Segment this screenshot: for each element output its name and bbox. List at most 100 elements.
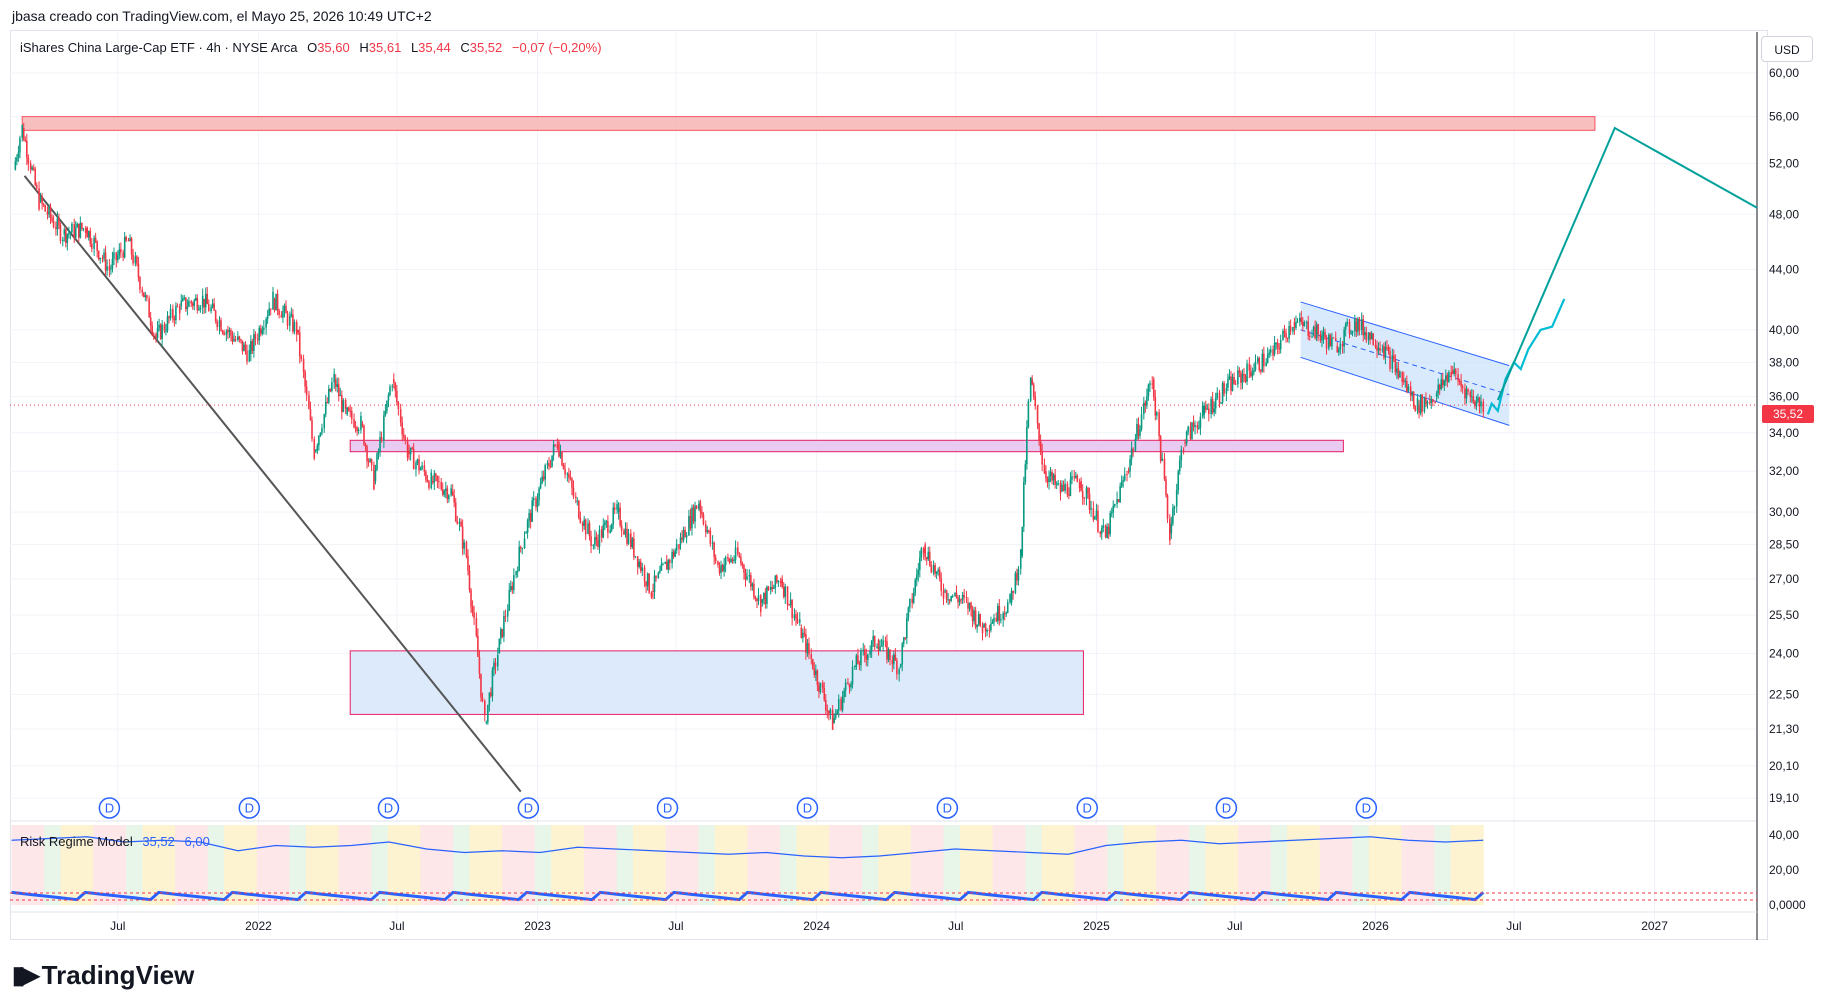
candle-body	[35, 184, 38, 189]
candle-body	[300, 355, 303, 360]
candle-body	[1149, 383, 1151, 385]
regime-band	[1303, 825, 1321, 905]
high-value: 35,61	[368, 40, 402, 55]
candle-body	[795, 614, 797, 619]
candle-body	[1460, 381, 1462, 387]
candle-body	[1288, 325, 1290, 339]
candle-body	[347, 407, 350, 411]
candle-body	[552, 444, 555, 456]
candle-body	[674, 550, 676, 557]
candle-body	[475, 618, 478, 636]
candle-body	[1152, 379, 1155, 397]
candle-body	[1182, 449, 1185, 451]
candle-body	[571, 478, 573, 488]
candle-body	[526, 520, 529, 533]
candle-body	[763, 592, 765, 600]
candle-body	[1370, 333, 1373, 340]
regime-band	[976, 825, 994, 905]
candle-body	[487, 704, 489, 723]
candle-body	[993, 617, 995, 623]
tradingview-logo[interactable]: ▮▶ TradingView	[12, 960, 194, 991]
time-tick-label: 2024	[803, 919, 830, 933]
candle-body	[66, 234, 69, 243]
candle-body	[113, 252, 115, 259]
candle-body	[218, 320, 221, 328]
candle-body	[986, 629, 988, 632]
regime-band	[780, 825, 797, 905]
candle-body	[136, 256, 138, 264]
candle-body	[233, 339, 235, 342]
candle-body	[1273, 342, 1276, 355]
candle-body	[473, 612, 475, 619]
candle-body	[872, 636, 874, 642]
candle-body	[511, 586, 514, 591]
candle-body	[727, 557, 729, 559]
candle-body	[1379, 348, 1381, 351]
candle-body	[331, 382, 333, 392]
candle-body	[493, 662, 495, 670]
candle-body	[1346, 321, 1349, 324]
candle-body	[1038, 423, 1040, 442]
candle-body	[1472, 396, 1475, 403]
candle-body	[863, 649, 866, 656]
candle-body	[214, 310, 217, 322]
candle-body	[756, 598, 758, 602]
resistance-zone	[21, 116, 1596, 131]
candle-body	[882, 640, 884, 646]
candle-body	[1140, 414, 1143, 430]
regime-band	[632, 825, 650, 905]
candle-body	[78, 223, 80, 238]
candle-body	[1305, 321, 1308, 323]
currency-button[interactable]: USD	[1761, 36, 1813, 62]
dividend-marker-label: D	[1362, 801, 1371, 816]
candle-body	[91, 243, 93, 249]
candle-body	[990, 623, 992, 631]
candle-body	[960, 599, 962, 601]
support-zone	[349, 650, 1084, 715]
candle-body	[974, 610, 977, 628]
candle-body	[1064, 483, 1066, 491]
candle-body	[1184, 442, 1186, 444]
dividend-marker	[1355, 797, 1378, 819]
candle-body	[1365, 332, 1368, 341]
regime-band	[1270, 825, 1288, 905]
candle-body	[504, 616, 507, 618]
candle-body	[146, 295, 148, 299]
candle-body	[268, 308, 270, 316]
candle-body	[951, 595, 954, 597]
price-tick-label: 48,00	[1769, 207, 1799, 221]
candle-body	[467, 555, 469, 571]
candle-body	[650, 592, 653, 598]
candle-body	[907, 607, 910, 618]
candle-body	[1109, 513, 1111, 535]
candle-body	[894, 654, 897, 661]
candle-body	[188, 301, 190, 307]
candle-body	[1469, 391, 1472, 397]
candle-body	[901, 643, 904, 665]
candle-body	[433, 473, 436, 483]
indicator-tick-label: 0,0000	[1769, 898, 1806, 912]
candle-body	[1122, 480, 1124, 482]
candle-body	[544, 464, 546, 480]
candle-body	[1292, 327, 1294, 332]
regime-band	[1466, 825, 1484, 905]
candle-body	[1099, 531, 1102, 534]
close-label: C	[460, 40, 470, 55]
candle-body	[772, 587, 775, 589]
candle-body	[659, 570, 661, 573]
candle-body	[970, 602, 972, 610]
candle-body	[27, 157, 30, 164]
candle-body	[958, 599, 961, 603]
candle-body	[248, 350, 251, 362]
candle-body	[1027, 400, 1030, 428]
candle-body	[308, 395, 310, 410]
candle-body	[623, 530, 625, 535]
candle-body	[862, 649, 865, 651]
candle-body	[1458, 380, 1461, 382]
candle-body	[468, 570, 471, 591]
candle-body	[280, 314, 283, 318]
candle-body	[101, 257, 104, 259]
candle-body	[973, 610, 975, 622]
candle-body	[723, 564, 725, 572]
